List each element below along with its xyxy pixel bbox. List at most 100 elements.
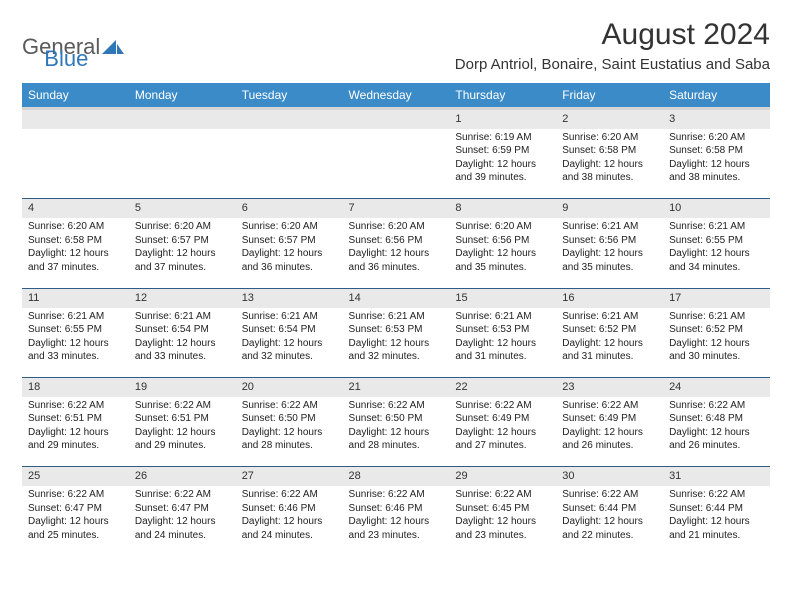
sunrise-text: Sunrise: 6:22 AM: [349, 488, 444, 502]
sunset-text: Sunset: 6:54 PM: [242, 323, 337, 337]
sunrise-text: Sunrise: 6:22 AM: [562, 488, 657, 502]
sunrise-text: Sunrise: 6:22 AM: [669, 488, 764, 502]
daylight-text: Daylight: 12 hours and 38 minutes.: [669, 158, 764, 185]
sunrise-text: Sunrise: 6:22 AM: [455, 488, 550, 502]
daylight-text: Daylight: 12 hours and 26 minutes.: [562, 426, 657, 453]
daylight-text: Daylight: 12 hours and 25 minutes.: [28, 515, 123, 542]
sunset-text: Sunset: 6:46 PM: [242, 502, 337, 516]
day-detail-cell: Sunrise: 6:21 AMSunset: 6:55 PMDaylight:…: [663, 218, 770, 288]
day-number-cell: 5: [129, 199, 236, 218]
day-number-cell: 22: [449, 378, 556, 397]
day-detail-cell: Sunrise: 6:20 AMSunset: 6:57 PMDaylight:…: [129, 218, 236, 288]
day-detail-cell: Sunrise: 6:22 AMSunset: 6:50 PMDaylight:…: [236, 397, 343, 467]
sunset-text: Sunset: 6:59 PM: [455, 144, 550, 158]
daynum-row: 123: [22, 109, 770, 129]
day-detail-cell: Sunrise: 6:21 AMSunset: 6:56 PMDaylight:…: [556, 218, 663, 288]
sunset-text: Sunset: 6:57 PM: [135, 234, 230, 248]
sunrise-text: Sunrise: 6:22 AM: [28, 488, 123, 502]
sunset-text: Sunset: 6:45 PM: [455, 502, 550, 516]
sunset-text: Sunset: 6:49 PM: [455, 412, 550, 426]
sunset-text: Sunset: 6:58 PM: [562, 144, 657, 158]
sunset-text: Sunset: 6:55 PM: [669, 234, 764, 248]
day-detail-cell: Sunrise: 6:22 AMSunset: 6:44 PMDaylight:…: [663, 486, 770, 556]
day-detail-cell: Sunrise: 6:22 AMSunset: 6:49 PMDaylight:…: [556, 397, 663, 467]
daylight-text: Daylight: 12 hours and 26 minutes.: [669, 426, 764, 453]
day-detail-cell: Sunrise: 6:22 AMSunset: 6:48 PMDaylight:…: [663, 397, 770, 467]
daylight-text: Daylight: 12 hours and 28 minutes.: [349, 426, 444, 453]
day-number-cell: 30: [556, 467, 663, 486]
sunrise-text: Sunrise: 6:22 AM: [562, 399, 657, 413]
daylight-text: Daylight: 12 hours and 24 minutes.: [242, 515, 337, 542]
day-number-cell: 31: [663, 467, 770, 486]
day-detail-cell: Sunrise: 6:22 AMSunset: 6:47 PMDaylight:…: [22, 486, 129, 556]
day-number-cell: 10: [663, 199, 770, 218]
day-number-cell: 21: [343, 378, 450, 397]
daylight-text: Daylight: 12 hours and 35 minutes.: [562, 247, 657, 274]
sunrise-text: Sunrise: 6:20 AM: [562, 131, 657, 145]
day-detail-cell: Sunrise: 6:20 AMSunset: 6:56 PMDaylight:…: [449, 218, 556, 288]
weekday-header: Thursday: [449, 83, 556, 109]
sunrise-text: Sunrise: 6:22 AM: [455, 399, 550, 413]
day-number-cell: 27: [236, 467, 343, 486]
sunset-text: Sunset: 6:49 PM: [562, 412, 657, 426]
sunset-text: Sunset: 6:44 PM: [669, 502, 764, 516]
sunrise-text: Sunrise: 6:22 AM: [349, 399, 444, 413]
day-detail-cell: Sunrise: 6:19 AMSunset: 6:59 PMDaylight:…: [449, 129, 556, 199]
sunrise-text: Sunrise: 6:22 AM: [135, 399, 230, 413]
header: General Blue August 2024 Dorp Antriol, B…: [22, 18, 770, 73]
day-detail-cell: [22, 129, 129, 199]
weekday-header: Monday: [129, 83, 236, 109]
sunrise-text: Sunrise: 6:20 AM: [135, 220, 230, 234]
day-detail-cell: Sunrise: 6:22 AMSunset: 6:47 PMDaylight:…: [129, 486, 236, 556]
weekday-header-row: Sunday Monday Tuesday Wednesday Thursday…: [22, 83, 770, 109]
daynum-row: 25262728293031: [22, 467, 770, 486]
detail-row: Sunrise: 6:21 AMSunset: 6:55 PMDaylight:…: [22, 308, 770, 378]
sunrise-text: Sunrise: 6:22 AM: [669, 399, 764, 413]
sunset-text: Sunset: 6:58 PM: [669, 144, 764, 158]
sunset-text: Sunset: 6:55 PM: [28, 323, 123, 337]
day-number-cell: 17: [663, 288, 770, 307]
day-detail-cell: Sunrise: 6:21 AMSunset: 6:54 PMDaylight:…: [236, 308, 343, 378]
day-number-cell: [343, 109, 450, 129]
day-number-cell: [236, 109, 343, 129]
daylight-text: Daylight: 12 hours and 21 minutes.: [669, 515, 764, 542]
detail-row: Sunrise: 6:22 AMSunset: 6:51 PMDaylight:…: [22, 397, 770, 467]
sunrise-text: Sunrise: 6:20 AM: [349, 220, 444, 234]
sunrise-text: Sunrise: 6:21 AM: [562, 310, 657, 324]
daylight-text: Daylight: 12 hours and 29 minutes.: [28, 426, 123, 453]
detail-row: Sunrise: 6:20 AMSunset: 6:58 PMDaylight:…: [22, 218, 770, 288]
day-detail-cell: Sunrise: 6:22 AMSunset: 6:51 PMDaylight:…: [22, 397, 129, 467]
daylight-text: Daylight: 12 hours and 31 minutes.: [455, 337, 550, 364]
sunset-text: Sunset: 6:44 PM: [562, 502, 657, 516]
sunset-text: Sunset: 6:56 PM: [455, 234, 550, 248]
sunrise-text: Sunrise: 6:20 AM: [669, 131, 764, 145]
day-number-cell: 3: [663, 109, 770, 129]
daylight-text: Daylight: 12 hours and 37 minutes.: [135, 247, 230, 274]
day-detail-cell: Sunrise: 6:22 AMSunset: 6:50 PMDaylight:…: [343, 397, 450, 467]
weekday-header: Saturday: [663, 83, 770, 109]
daylight-text: Daylight: 12 hours and 39 minutes.: [455, 158, 550, 185]
day-number-cell: 11: [22, 288, 129, 307]
sunset-text: Sunset: 6:47 PM: [28, 502, 123, 516]
day-detail-cell: Sunrise: 6:20 AMSunset: 6:58 PMDaylight:…: [556, 129, 663, 199]
day-detail-cell: Sunrise: 6:22 AMSunset: 6:46 PMDaylight:…: [236, 486, 343, 556]
daylight-text: Daylight: 12 hours and 31 minutes.: [562, 337, 657, 364]
day-detail-cell: Sunrise: 6:20 AMSunset: 6:56 PMDaylight:…: [343, 218, 450, 288]
sunrise-text: Sunrise: 6:22 AM: [28, 399, 123, 413]
calendar-table: Sunday Monday Tuesday Wednesday Thursday…: [22, 83, 770, 556]
sunrise-text: Sunrise: 6:21 AM: [669, 220, 764, 234]
sunset-text: Sunset: 6:54 PM: [135, 323, 230, 337]
daylight-text: Daylight: 12 hours and 32 minutes.: [242, 337, 337, 364]
daylight-text: Daylight: 12 hours and 28 minutes.: [242, 426, 337, 453]
sunrise-text: Sunrise: 6:21 AM: [562, 220, 657, 234]
sunrise-text: Sunrise: 6:22 AM: [242, 399, 337, 413]
day-detail-cell: Sunrise: 6:20 AMSunset: 6:57 PMDaylight:…: [236, 218, 343, 288]
detail-row: Sunrise: 6:19 AMSunset: 6:59 PMDaylight:…: [22, 129, 770, 199]
day-detail-cell: Sunrise: 6:21 AMSunset: 6:52 PMDaylight:…: [556, 308, 663, 378]
day-number-cell: 14: [343, 288, 450, 307]
sunrise-text: Sunrise: 6:21 AM: [455, 310, 550, 324]
brand-logo: General Blue: [22, 18, 88, 72]
daylight-text: Daylight: 12 hours and 33 minutes.: [28, 337, 123, 364]
brand-triangle-icon: [102, 38, 124, 56]
brand-part2: Blue: [44, 46, 88, 72]
